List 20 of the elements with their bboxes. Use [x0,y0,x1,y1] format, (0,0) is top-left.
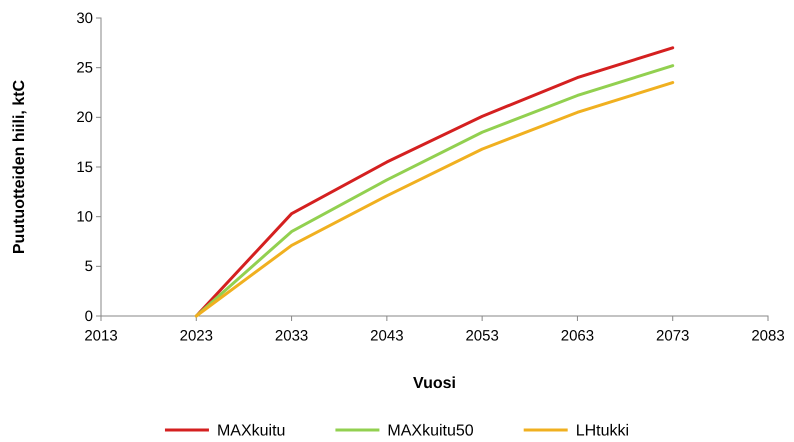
y-tick-label: 0 [84,308,93,325]
legend-label: MAXkuitu [216,422,286,440]
y-tick-label: 15 [76,158,93,176]
x-tick-label: 2013 [84,328,118,344]
x-tick-label: 2063 [560,328,594,344]
x-tick-label: 2083 [751,328,785,344]
y-tick-label: 25 [76,59,93,76]
y-tick-label: 20 [76,109,93,126]
y-tick-label: 5 [84,258,93,276]
x-tick-label: 2073 [656,328,690,344]
x-tick-label: 2043 [370,328,404,344]
y-tick-label: 10 [76,208,93,226]
x-tick-label: 2033 [274,328,308,344]
x-axis-title: Vuosi [413,375,456,392]
legend-label: LHtukki [576,422,630,440]
x-tick-label: 2053 [465,328,499,344]
y-tick-label: 30 [76,10,93,27]
x-tick-label: 2023 [180,328,213,344]
y-axis-title: Puutuotteiden hiili, ktC [11,79,28,254]
legend-label: MAXkuitu50 [387,422,474,440]
